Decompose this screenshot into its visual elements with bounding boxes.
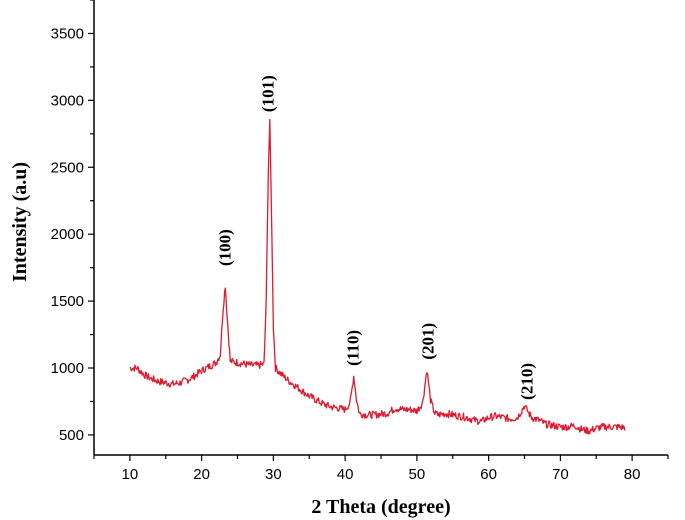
x-tick-label: 40 <box>337 466 354 483</box>
y-tick-label: 500 <box>59 427 84 444</box>
y-tick-label: 2500 <box>51 159 84 176</box>
peak-label: (210) <box>518 363 537 400</box>
tick-labels: 10 20 30 40 50 60 70 80 500 1000 1500 2000 2500 3000 3… <box>51 25 641 483</box>
x-tick-label: 20 <box>193 466 210 483</box>
y-tick-label: 1000 <box>51 360 84 377</box>
axes <box>93 0 668 456</box>
peak-annotations: (100) (101) (110) (201) (210) <box>216 75 537 400</box>
x-axis-title: 2 Theta (degree) <box>311 496 450 518</box>
x-tick-label: 70 <box>552 466 569 483</box>
x-tick-label: 50 <box>409 466 426 483</box>
peak-label: (201) <box>419 323 438 360</box>
peak-label: (100) <box>216 229 235 266</box>
y-tick-label: 3500 <box>51 25 84 42</box>
x-tick-label: 80 <box>624 466 641 483</box>
y-tick-label: 2000 <box>51 226 84 243</box>
ticks <box>88 0 669 461</box>
x-tick-label: 30 <box>265 466 282 483</box>
series <box>129 118 626 435</box>
x-tick-label: 60 <box>480 466 497 483</box>
peak-label: (110) <box>343 330 362 366</box>
y-axis-title: Intensity (a.u) <box>9 162 31 282</box>
y-tick-label: 3000 <box>51 92 84 109</box>
xrd-pattern-line <box>129 118 626 435</box>
y-tick-label: 1500 <box>51 293 84 310</box>
x-tick-label: 10 <box>122 466 139 483</box>
peak-label: (101) <box>259 75 278 112</box>
